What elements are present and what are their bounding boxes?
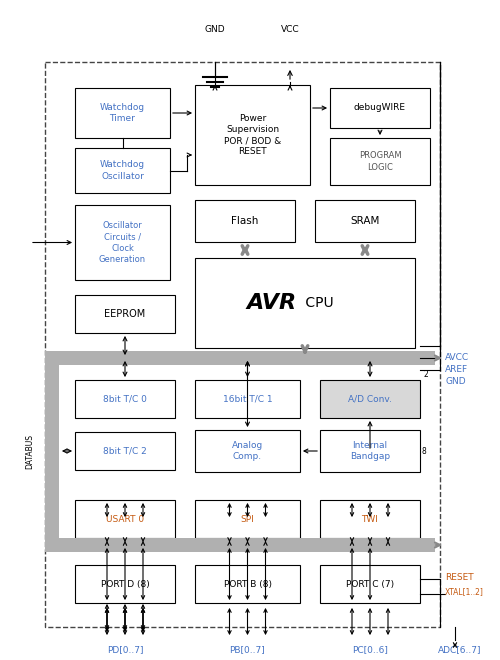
Text: PC[0..6]: PC[0..6] [352,645,388,655]
Bar [75,500,175,538]
Text: A/D Conv.: A/D Conv. [348,395,392,403]
Bar [195,380,300,418]
Bar [75,148,170,193]
Bar [320,380,420,418]
Text: Watchdog
Timer: Watchdog Timer [100,103,145,123]
Text: Watchdog
Oscillator: Watchdog Oscillator [100,160,145,181]
Text: 8bit T/C 0: 8bit T/C 0 [103,395,147,403]
Text: SRAM: SRAM [350,216,380,226]
Text: 8: 8 [422,447,427,455]
Text: PD[0..7]: PD[0..7] [107,645,144,655]
Bar [320,565,420,603]
Text: GND: GND [204,26,226,34]
Bar [45,62,440,627]
Bar [195,565,300,603]
Text: ADC[6..7]: ADC[6..7] [438,645,482,655]
Bar [195,430,300,472]
Bar [320,430,420,472]
Bar [315,200,415,242]
Text: VCC: VCC [280,26,299,34]
Bar [195,200,295,242]
Text: debugWIRE: debugWIRE [354,104,406,112]
Text: PORT B (8): PORT B (8) [224,579,272,589]
Text: PORT D (8): PORT D (8) [100,579,150,589]
Bar [75,88,170,138]
Text: PB[0..7]: PB[0..7] [229,645,265,655]
Bar [75,380,175,418]
Bar [75,205,170,280]
Bar [330,138,430,185]
Text: Flash: Flash [232,216,258,226]
Bar [75,432,175,470]
Text: 8bit T/C 2: 8bit T/C 2 [103,447,147,455]
Text: SPI: SPI [240,515,254,523]
Text: XTAL[1..2]: XTAL[1..2] [445,587,484,597]
Text: AREF: AREF [445,366,468,374]
Text: DATABUS: DATABUS [26,434,35,469]
Text: USART 0: USART 0 [106,515,144,523]
Text: Power
Supervision
POR / BOD &
RESET: Power Supervision POR / BOD & RESET [224,114,281,156]
Text: CPU: CPU [301,296,334,310]
Text: Internal
Bandgap: Internal Bandgap [350,441,390,461]
Text: AVCC: AVCC [445,354,469,362]
Text: Analog
Comp.: Analog Comp. [232,441,263,461]
Bar [330,88,430,128]
Bar [75,565,175,603]
Bar [195,500,300,538]
Bar [45,538,435,552]
Text: TWI: TWI [362,515,378,523]
Text: RESET: RESET [445,574,474,583]
Text: 2: 2 [423,370,428,379]
Bar [195,85,310,185]
Text: 16bit T/C 1: 16bit T/C 1 [222,395,272,403]
Text: GND: GND [445,378,466,387]
Bar [195,258,415,348]
Bar [75,295,175,333]
Text: PROGRAM
LOGIC: PROGRAM LOGIC [358,151,402,172]
Text: EEPROM: EEPROM [104,309,146,319]
Bar [45,351,435,365]
Text: Oscillator
Circuits /
Clock
Generation: Oscillator Circuits / Clock Generation [99,221,146,263]
Bar [320,500,420,538]
Text: PORT C (7): PORT C (7) [346,579,394,589]
Bar [45,351,59,552]
Text: AVR: AVR [247,293,297,313]
